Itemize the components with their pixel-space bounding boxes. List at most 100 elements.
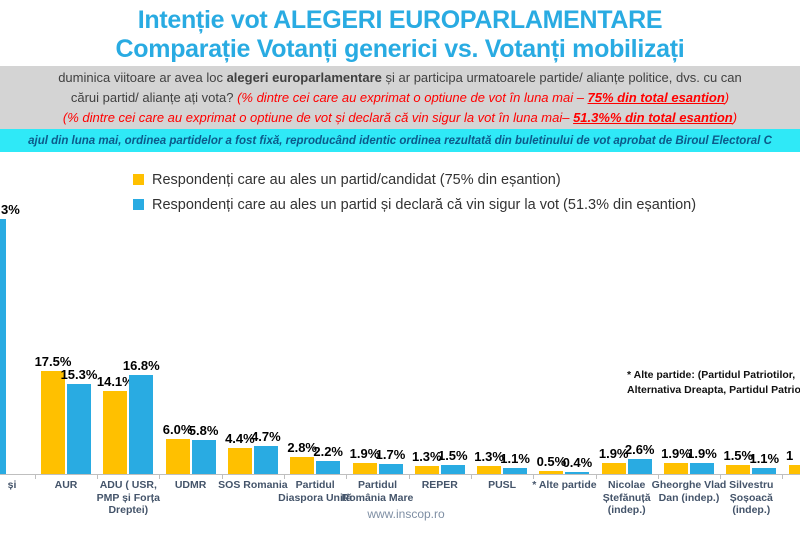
bar-blue-4: [253, 446, 278, 474]
method-banner: ajul din luna mai, ordinea partidelor a …: [0, 129, 800, 152]
question-line-2-red: (% dintre cei care au exprimat o optiune…: [237, 89, 588, 105]
question-banner: duminica viitoare ar avea loc alegeri eu…: [0, 66, 800, 129]
category-label-4: SOS Romania: [218, 479, 288, 491]
title-line-2: Comparație Votanți generici vs. Votanți …: [115, 35, 685, 63]
category-label-11: Gheorghe Vlad Dan (indep.): [651, 479, 727, 504]
question-line-3-red: (% dintre cei care au exprimat o optiune…: [62, 109, 574, 125]
legend-swatch-yellow: [133, 174, 144, 185]
value-label-yellow-3: 6.0%: [162, 422, 193, 437]
question-line-1-pre: duminica viitoare ar avea loc: [58, 69, 227, 85]
bar-yellow-2: [103, 391, 128, 474]
legend-swatch-blue: [133, 199, 144, 210]
bar-blue-9: [565, 472, 590, 474]
value-label-yellow-4: 4.4%: [225, 431, 255, 446]
legend-row-generic-voters: Respondenți care au ales un partid/candi…: [133, 167, 696, 192]
bar-yellow-10: [601, 463, 626, 474]
value-label-blue-9: 0.4%: [562, 455, 593, 470]
bar-yellow-4: [227, 448, 252, 474]
bar-yellow-6: [352, 463, 377, 474]
legend-label-mobilized-voters: Respondenți care au ales un partid și de…: [152, 196, 697, 213]
axis-tick-4: [222, 474, 223, 479]
method-banner-text: ajul din luna mai, ordinea partidelor a …: [28, 134, 772, 147]
bar-yellow-5: [290, 457, 315, 474]
bar-blue-11: [690, 463, 714, 474]
axis-tick-2: [97, 474, 98, 479]
bar-blue-0: [0, 219, 6, 474]
bar-yellow-8: [477, 466, 502, 474]
axis-tick-5: [284, 474, 285, 479]
category-label-8: PUSL: [488, 479, 517, 491]
question-line-3-red-underline: 51.3%% din total esantion: [573, 109, 733, 125]
bar-yellow-11: [664, 463, 688, 474]
bar-blue-5: [316, 461, 341, 474]
footnote-line-1: * Alte partide: (Partidul Patriotilor,: [627, 369, 796, 381]
chart-legend: Respondenți care au ales un partid/candi…: [133, 167, 696, 217]
question-line-2-red-underline: 75% din total esantion: [587, 89, 725, 105]
value-label-yellow-12: 1.5%: [723, 448, 754, 463]
value-label-blue-1: 15.3%: [60, 367, 98, 382]
bar-blue-8: [503, 468, 528, 474]
axis-tick-3: [159, 474, 160, 479]
value-label-blue-8: 1.1%: [500, 451, 530, 466]
bar-yellow-12: [726, 465, 751, 474]
bar-blue-10: [627, 459, 652, 474]
bar-blue-7: [440, 465, 465, 474]
value-label-blue-12: 1.1%: [749, 451, 780, 466]
category-label-2: ADU ( USR, PMP și Forța Dreptei): [96, 479, 160, 516]
footnote-other-parties: * Alte partide: (Partidul Patriotilor, A…: [627, 368, 800, 397]
bar-blue-2: [129, 375, 154, 474]
question-line-1: duminica viitoare ar avea loc alegeri eu…: [0, 68, 800, 88]
source-website: www.inscop.ro: [367, 507, 445, 521]
axis-tick-12: [720, 474, 721, 479]
category-label-9: * Alte partide: [532, 479, 597, 491]
category-label-3: UDMR: [174, 479, 207, 491]
value-label-blue-3: 5.8%: [188, 423, 219, 438]
category-label-12: Silvestru Șoșoacă (indep.): [729, 479, 774, 516]
value-label-yellow-9: 0.5%: [536, 454, 567, 469]
bar-blue-12: [752, 468, 777, 474]
value-label-blue-10: 2.6%: [624, 442, 655, 457]
axis-tick-9: [533, 474, 534, 479]
value-label-yellow-10: 1.9%: [598, 446, 629, 461]
axis-tick-1: [35, 474, 36, 479]
value-label-yellow-6: 1.9%: [349, 446, 380, 461]
value-label-blue-11: 1.9%: [687, 446, 717, 461]
page-title: Intenție vot ALEGERI EUROPARLAMENTARE Co…: [0, 6, 800, 64]
question-line-2-red-close: ): [724, 89, 730, 105]
bar-blue-6: [378, 464, 403, 474]
bar-blue-3: [191, 440, 216, 474]
question-line-3: (% dintre cei care au exprimat o optiune…: [0, 108, 800, 128]
category-label-7: REPER: [421, 479, 458, 491]
legend-label-generic-voters: Respondenți care au ales un partid/candi…: [152, 171, 561, 188]
footnote-line-2: Alternativa Dreapta, Partidul Patrio: [627, 383, 800, 396]
category-label-5: Partidul Diaspora Unită: [278, 479, 353, 504]
value-label-yellow-11: 1.9%: [661, 446, 691, 461]
bar-yellow-7: [414, 466, 439, 474]
category-label-0: și: [7, 479, 17, 491]
x-axis-line: [0, 474, 800, 475]
question-line-2-pre: cărui partid/ alianțe ați vota?: [70, 89, 238, 105]
axis-tick-8: [471, 474, 472, 479]
value-label-yellow-8: 1.3%: [474, 449, 504, 464]
category-label-6: Partidul România Mare: [341, 479, 414, 504]
bar-yellow-9: [539, 471, 564, 474]
question-line-3-red-close: ): [732, 109, 738, 125]
bar-yellow-3: [165, 439, 190, 474]
axis-tick-7: [409, 474, 410, 479]
category-label-1: AUR: [54, 479, 78, 491]
question-line-2: cărui partid/ alianțe ați vota? (% dintr…: [0, 88, 800, 108]
value-label-blue-6: 1.7%: [375, 447, 406, 462]
value-label-blue-0: 3%: [1, 202, 20, 217]
value-label-yellow-5: 2.8%: [287, 440, 317, 455]
value-label-blue-5: 2.2%: [313, 444, 343, 459]
value-label-yellow-7: 1.3%: [411, 449, 442, 464]
question-line-1-post: și ar participa urmatoarele partide/ ali…: [381, 69, 742, 85]
category-label-10: Nicolae Ștefănuță (indep.): [602, 479, 651, 516]
value-label-yellow-1: 17.5%: [34, 354, 72, 369]
title-line-1: Intenție vot ALEGERI EUROPARLAMENTARE: [137, 6, 663, 34]
value-label-blue-2: 16.8%: [122, 358, 160, 373]
axis-tick-13: [782, 474, 783, 479]
value-label-blue-7: 1.5%: [437, 448, 468, 463]
